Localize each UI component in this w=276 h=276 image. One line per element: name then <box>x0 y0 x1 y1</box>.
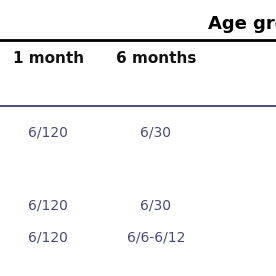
Text: Age gro: Age gro <box>208 15 276 33</box>
Text: 6/30: 6/30 <box>140 199 171 213</box>
Text: 1 month: 1 month <box>13 51 84 66</box>
Text: 6/120: 6/120 <box>28 230 68 245</box>
Text: 6/120: 6/120 <box>28 126 68 140</box>
Text: 6/6-6/12: 6/6-6/12 <box>127 230 185 245</box>
Text: 6/120: 6/120 <box>28 199 68 213</box>
Text: 6/30: 6/30 <box>140 126 171 140</box>
Text: 6 months: 6 months <box>116 51 196 66</box>
